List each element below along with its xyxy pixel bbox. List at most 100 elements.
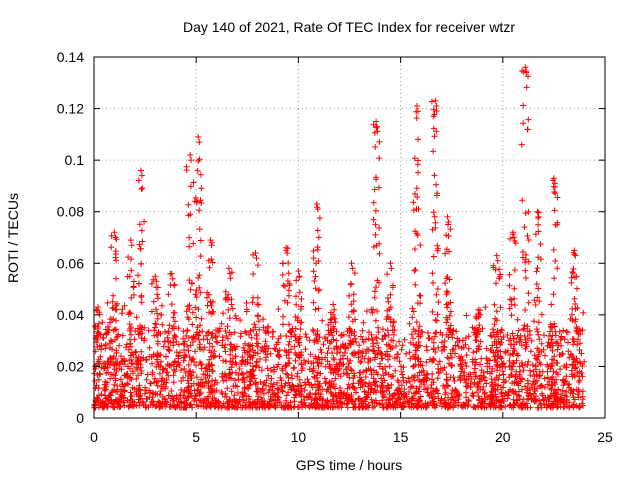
data-point [519, 254, 526, 261]
data-point [357, 369, 364, 376]
data-point [577, 340, 584, 347]
data-point [133, 354, 140, 361]
data-point [373, 174, 379, 181]
data-point [364, 403, 371, 410]
data-point [99, 319, 106, 326]
data-point [554, 359, 561, 366]
data-point [576, 404, 583, 411]
data-point [98, 346, 104, 353]
y-tick-label: 0.14 [57, 49, 84, 65]
data-point [351, 332, 358, 339]
data-point [328, 390, 335, 397]
data-point [91, 378, 98, 384]
data-point [459, 366, 466, 372]
data-point [228, 401, 235, 408]
data-point [185, 201, 192, 208]
data-point [164, 369, 171, 376]
data-point [283, 370, 290, 377]
data-point [153, 306, 159, 313]
data-point [546, 378, 553, 385]
data-point [222, 390, 229, 397]
data-point [529, 361, 536, 368]
data-point [163, 376, 170, 383]
data-point [128, 267, 135, 274]
data-point [528, 337, 535, 344]
data-point [180, 354, 187, 361]
data-point [284, 299, 291, 306]
data-point [483, 345, 490, 352]
data-point [196, 329, 203, 335]
data-point [423, 343, 430, 350]
data-point [530, 368, 537, 375]
data-point [405, 375, 412, 382]
data-point [433, 108, 440, 115]
data-point [254, 385, 261, 392]
data-point [192, 194, 199, 201]
data-point [379, 382, 385, 389]
data-point [302, 346, 309, 353]
data-point [196, 336, 202, 343]
data-point [368, 371, 375, 378]
data-point [350, 298, 357, 305]
data-point [511, 234, 517, 241]
data-point [218, 320, 225, 327]
data-point [165, 344, 172, 350]
data-point [536, 349, 543, 356]
data-point [551, 207, 558, 214]
data-point [522, 210, 529, 217]
data-point [447, 226, 454, 232]
data-point [410, 335, 416, 342]
data-point [154, 359, 161, 365]
data-point [372, 144, 379, 150]
data-point [135, 331, 142, 338]
data-point [159, 394, 166, 400]
data-point [237, 333, 244, 340]
data-point [168, 388, 175, 394]
data-point [201, 344, 208, 351]
data-point [310, 247, 317, 254]
data-point [373, 399, 380, 406]
data-point [158, 311, 165, 318]
data-point [565, 348, 572, 355]
data-point [225, 291, 232, 298]
data-point [472, 332, 479, 338]
data-point [195, 332, 202, 339]
data-point [150, 298, 157, 305]
data-point [506, 358, 513, 364]
data-point [260, 390, 267, 397]
data-point [378, 375, 385, 382]
data-point [452, 386, 459, 393]
data-point [494, 328, 501, 334]
data-point [192, 291, 199, 298]
data-point [365, 365, 372, 372]
data-point [534, 356, 541, 363]
data-point [579, 388, 586, 395]
data-point [443, 275, 450, 282]
data-point [501, 392, 508, 399]
data-point [287, 329, 294, 336]
data-point [414, 372, 421, 379]
data-point [511, 267, 518, 273]
data-point [312, 391, 319, 398]
data-point [283, 244, 290, 251]
data-point [488, 333, 495, 340]
data-point [357, 359, 364, 366]
data-point [563, 388, 570, 395]
data-point [576, 377, 583, 384]
data-point [271, 391, 278, 397]
data-point [98, 364, 105, 371]
data-point [455, 343, 462, 350]
data-point [148, 308, 155, 315]
x-tick-label: 15 [393, 429, 409, 445]
data-point [135, 360, 142, 367]
data-point [350, 384, 357, 391]
data-point [313, 201, 320, 207]
data-point [558, 333, 565, 340]
data-point [376, 250, 383, 257]
y-tick-label: 0 [76, 410, 84, 426]
data-point [525, 116, 532, 123]
data-point [471, 403, 478, 410]
data-point [411, 155, 418, 162]
data-point [136, 402, 143, 409]
data-point [223, 332, 230, 339]
